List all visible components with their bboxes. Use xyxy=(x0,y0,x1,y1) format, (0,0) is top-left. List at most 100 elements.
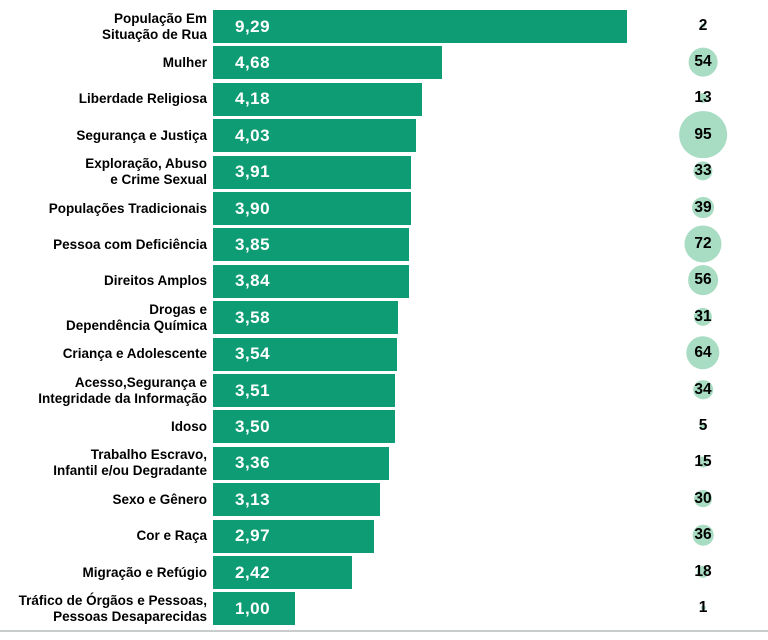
count-bubble xyxy=(699,422,707,430)
count-label: 1 xyxy=(698,598,708,616)
bar: 3,54 xyxy=(213,337,397,371)
count-bubble xyxy=(693,307,713,326)
count-label: 72 xyxy=(694,234,712,252)
category-label: População Em Situação de Rua xyxy=(0,10,207,43)
count-label: 18 xyxy=(694,562,712,580)
category-label: Sexo e Gênero xyxy=(0,483,207,516)
bar-value-label: 3,58 xyxy=(235,307,271,327)
category-label-line: Idoso xyxy=(171,418,207,434)
count-label: 39 xyxy=(694,198,712,216)
bar: 3,50 xyxy=(213,410,395,444)
count-bubble xyxy=(700,23,706,28)
count-bubble xyxy=(698,93,708,104)
count-bubble xyxy=(684,225,722,263)
chart-row: Exploração, Abuso e Crime Sexual 3,91 33 xyxy=(0,155,768,189)
count-label: 54 xyxy=(694,52,712,70)
count-label: 30 xyxy=(694,489,712,507)
bar-value-label: 3,54 xyxy=(235,344,271,364)
chart-row: Migração e Refúgio 2,42 18 xyxy=(0,556,768,589)
category-label-line: Populações Tradicionais xyxy=(48,200,207,216)
count-label: 5 xyxy=(698,416,708,434)
chart-row: Tráfico de Órgãos e Pessoas, Pessoas Desa… xyxy=(0,592,768,626)
category-label-line: Exploração, Abuso xyxy=(85,156,207,172)
bar: 3,36 xyxy=(213,446,390,480)
chart-row: Drogas e Dependência Química 3,58 31 xyxy=(0,301,768,335)
category-label-line: Liberdade Religiosa xyxy=(78,91,207,107)
category-label: Liberdade Religiosa xyxy=(0,83,207,116)
bar-value-label: 2,97 xyxy=(235,526,271,546)
category-label-line: Tráfico de Órgãos e Pessoas, xyxy=(18,592,207,608)
count-label: 31 xyxy=(694,307,712,325)
category-label-line: Cor e Raça xyxy=(136,528,207,544)
count-bubble xyxy=(692,196,714,219)
category-label: Tráfico de Órgãos e Pessoas, Pessoas Desa… xyxy=(0,592,207,625)
chart-row: Pessoa com Deficiência 3,85 72 xyxy=(0,225,768,263)
bar-value-label: 3,84 xyxy=(235,271,271,291)
category-label-line: Drogas e xyxy=(149,301,207,317)
count-bubble xyxy=(686,336,720,370)
bar: 3,90 xyxy=(213,192,411,225)
category-label: Idoso xyxy=(0,410,207,443)
count-label: 2 xyxy=(698,16,708,34)
bar-value-label: 1,00 xyxy=(235,598,271,618)
bar: 2,97 xyxy=(213,519,374,553)
chart-row: Direitos Amplos 3,84 56 xyxy=(0,264,768,298)
category-label: Drogas e Dependência Química xyxy=(0,301,207,334)
category-label-line: Integridade da Informação xyxy=(38,390,207,406)
count-bubble xyxy=(693,379,713,400)
category-label: Criança e Adolescente xyxy=(0,338,207,371)
category-label: Trabalho Escravo, Infantil e/ou Degradant… xyxy=(0,447,207,480)
category-label-line: Trabalho Escravo, xyxy=(90,447,207,463)
count-bubble xyxy=(692,524,714,546)
bar-value-label: 4,18 xyxy=(235,89,271,109)
category-label: Segurança e Justiça xyxy=(0,119,207,152)
bar-value-label: 3,51 xyxy=(235,380,271,400)
chart-row: Liberdade Religiosa 4,18 13 xyxy=(0,82,768,116)
count-bubble xyxy=(688,265,718,296)
bar-value-label: 2,42 xyxy=(235,562,271,582)
category-label-line: População Em xyxy=(113,10,207,26)
category-label: Mulher xyxy=(0,46,207,79)
bar: 1,00 xyxy=(213,592,295,626)
bar: 2,42 xyxy=(213,556,352,589)
category-label: Pessoa com Deficiência xyxy=(0,228,207,261)
bar: 3,91 xyxy=(213,155,412,189)
bar: 3,58 xyxy=(213,301,399,335)
count-bubble xyxy=(694,489,712,508)
category-label-line: Criança e Adolescente xyxy=(62,346,207,362)
count-label: 34 xyxy=(694,380,712,398)
chart-row: Criança e Adolescente 3,54 64 xyxy=(0,336,768,371)
count-label: 33 xyxy=(694,162,712,180)
category-label: Direitos Amplos xyxy=(0,265,207,298)
category-label-line: Situação de Rua xyxy=(101,26,207,42)
category-label-line: Acesso,Segurança e xyxy=(74,374,207,390)
chart-row: Cor e Raça 2,97 36 xyxy=(0,519,768,553)
chart-row: População Em Situação de Rua 9,29 2 xyxy=(0,10,768,43)
category-label-line: Direitos Amplos xyxy=(103,273,207,289)
bar-value-label: 4,03 xyxy=(235,125,271,145)
category-label: Acesso,Segurança e Integridade da Informa… xyxy=(0,374,207,407)
chart-row: Mulher 4,68 54 xyxy=(0,46,768,80)
count-label: 64 xyxy=(694,344,712,362)
count-label: 36 xyxy=(694,526,712,544)
bar: 3,51 xyxy=(213,374,396,407)
category-label-line: Pessoas Desaparecidas xyxy=(53,608,207,624)
count-bubble xyxy=(697,456,709,468)
count-label: 15 xyxy=(694,453,712,471)
count-label: 56 xyxy=(694,271,712,289)
category-label: Cor e Raça xyxy=(0,520,207,553)
bar: 4,03 xyxy=(213,119,417,153)
baseline-divider xyxy=(0,630,768,632)
bar: 9,29 xyxy=(213,10,627,43)
count-label: 13 xyxy=(694,89,712,107)
bar-value-label: 3,50 xyxy=(235,416,271,436)
count-bubble xyxy=(696,565,710,578)
bar: 3,84 xyxy=(213,264,409,298)
category-label-line: Pessoa com Deficiência xyxy=(53,236,207,252)
category-label-line: Mulher xyxy=(162,54,207,70)
bar: 3,85 xyxy=(213,228,409,262)
bar-value-label: 9,29 xyxy=(235,16,271,36)
bar: 3,13 xyxy=(213,483,380,517)
chart-row: Segurança e Justiça 4,03 95 xyxy=(0,110,768,159)
